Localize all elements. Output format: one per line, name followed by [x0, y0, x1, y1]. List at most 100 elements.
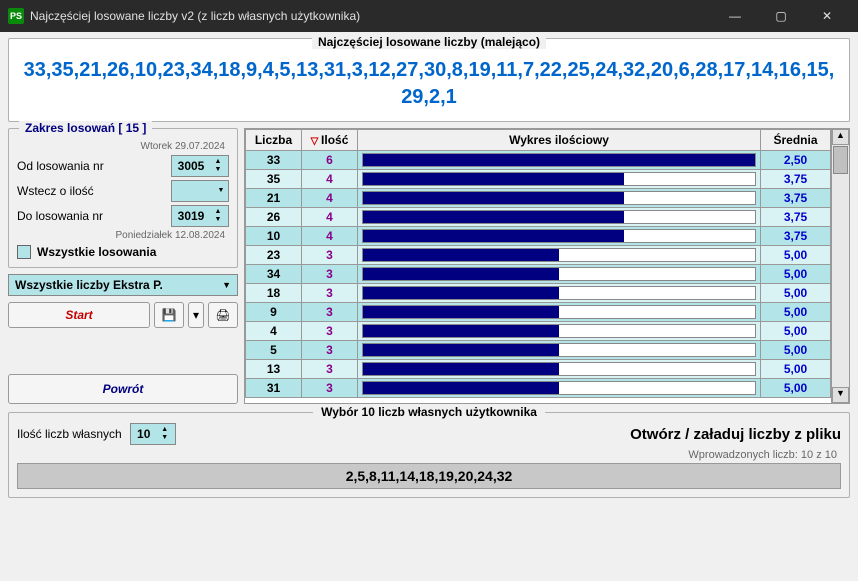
titlebar: PS Najczęściej losowane liczby v2 (z lic…: [0, 0, 858, 32]
cell-num: 5: [246, 341, 302, 360]
to-down-icon[interactable]: ▼: [210, 216, 226, 224]
back-label: Wstecz o ilość: [17, 184, 94, 198]
close-button[interactable]: ✕: [804, 0, 850, 32]
cell-avg: 5,00: [761, 341, 831, 360]
own-numbers-panel: Wybór 10 liczb własnych użytkownika Iloś…: [8, 412, 850, 498]
cell-num: 18: [246, 284, 302, 303]
cell-count: 4: [302, 227, 358, 246]
table-row[interactable]: 935,00: [246, 303, 831, 322]
own-count-label: Ilość liczb własnych: [17, 427, 122, 441]
cell-num: 31: [246, 379, 302, 398]
to-input[interactable]: [172, 209, 210, 223]
save-menu-button[interactable]: ▾: [188, 302, 204, 328]
cell-count: 3: [302, 322, 358, 341]
cell-num: 4: [246, 322, 302, 341]
cell-avg: 5,00: [761, 379, 831, 398]
open-file-link[interactable]: Otwórz / załaduj liczby z pliku: [630, 426, 841, 443]
table-row[interactable]: 313 5,00: [246, 379, 831, 398]
cell-count: 6: [302, 151, 358, 170]
table-row[interactable]: 3543,75: [246, 170, 831, 189]
table-row[interactable]: 233 5,00: [246, 246, 831, 265]
from-up-icon[interactable]: ▲: [210, 158, 226, 166]
cell-bar: [358, 303, 761, 322]
cell-count: 4: [302, 189, 358, 208]
to-spin[interactable]: ▲▼: [171, 205, 229, 227]
cell-avg: 2,50: [761, 151, 831, 170]
own-numbers-list: 2,5,8,11,14,18,19,20,24,32: [17, 463, 841, 489]
back-combo[interactable]: ▼: [171, 180, 229, 202]
table-row[interactable]: 1835,00: [246, 284, 831, 303]
print-button[interactable]: 🖨: [208, 302, 238, 328]
cell-num: 34: [246, 265, 302, 284]
col-ilosc[interactable]: Ilość: [302, 130, 358, 151]
maximize-button[interactable]: ▢: [758, 0, 804, 32]
cell-bar: [358, 227, 761, 246]
cell-bar: [358, 151, 761, 170]
own-down-icon[interactable]: ▼: [157, 434, 173, 442]
own-legend: Wybór 10 liczb własnych użytkownika: [313, 405, 545, 419]
scroll-thumb[interactable]: [833, 146, 848, 174]
scroll-up-icon[interactable]: ▲: [832, 129, 849, 145]
col-liczba[interactable]: Liczba: [246, 130, 302, 151]
all-draws-checkbox[interactable]: [17, 245, 31, 259]
to-up-icon[interactable]: ▲: [210, 208, 226, 216]
own-count-spin[interactable]: ▲▼: [130, 423, 176, 445]
cell-avg: 3,75: [761, 170, 831, 189]
cell-num: 10: [246, 227, 302, 246]
own-count-input[interactable]: [131, 427, 157, 441]
cell-bar: [358, 341, 761, 360]
start-button[interactable]: Start: [8, 302, 150, 328]
cell-bar: [358, 322, 761, 341]
from-spin[interactable]: ▲▼: [171, 155, 229, 177]
cell-num: 33: [246, 151, 302, 170]
mode-combo-value: Wszystkie liczby Ekstra P.: [15, 278, 163, 292]
minimize-button[interactable]: —: [712, 0, 758, 32]
to-label: Do losowania nr: [17, 209, 103, 223]
window-title: Najczęściej losowane liczby v2 (z liczb …: [30, 9, 360, 23]
cell-num: 9: [246, 303, 302, 322]
cell-num: 23: [246, 246, 302, 265]
cell-avg: 3,75: [761, 227, 831, 246]
cell-avg: 3,75: [761, 208, 831, 227]
cell-bar: [358, 189, 761, 208]
own-up-icon[interactable]: ▲: [157, 426, 173, 434]
cell-avg: 5,00: [761, 322, 831, 341]
cell-count: 3: [302, 265, 358, 284]
cell-bar: [358, 360, 761, 379]
cell-num: 21: [246, 189, 302, 208]
app-icon: PS: [8, 8, 24, 24]
table-row[interactable]: 104 3,75: [246, 227, 831, 246]
cell-avg: 5,00: [761, 265, 831, 284]
table-row[interactable]: 336 2,50: [246, 151, 831, 170]
col-wykres[interactable]: Wykres ilościowy: [358, 130, 761, 151]
cell-count: 3: [302, 246, 358, 265]
range-legend: Zakres losowań [ 15 ]: [19, 121, 152, 135]
cell-avg: 5,00: [761, 246, 831, 265]
from-down-icon[interactable]: ▼: [210, 166, 226, 174]
from-label: Od losowania nr: [17, 159, 104, 173]
cell-avg: 5,00: [761, 360, 831, 379]
results-table-wrap: Liczba Ilość Wykres ilościowy Średnia 33…: [244, 128, 850, 404]
table-row[interactable]: 343 5,00: [246, 265, 831, 284]
from-input[interactable]: [172, 159, 210, 173]
cell-count: 3: [302, 360, 358, 379]
mode-combo[interactable]: Wszystkie liczby Ekstra P. ▼: [8, 274, 238, 296]
table-scrollbar[interactable]: ▲ ▼: [831, 129, 849, 403]
date-bottom: Poniedziałek 12.08.2024: [17, 230, 229, 241]
back-caret-icon[interactable]: ▼: [214, 187, 228, 195]
table-row[interactable]: 435,00: [246, 322, 831, 341]
combo-caret-icon: ▼: [222, 280, 231, 290]
cell-bar: [358, 284, 761, 303]
entered-count: Wprowadzonych liczb: 10 z 10: [21, 449, 837, 461]
col-srednia[interactable]: Średnia: [761, 130, 831, 151]
save-button[interactable]: 💾: [154, 302, 184, 328]
cell-count: 3: [302, 379, 358, 398]
table-row[interactable]: 535,00: [246, 341, 831, 360]
return-button[interactable]: Powrót: [8, 374, 238, 404]
table-row[interactable]: 1335,00: [246, 360, 831, 379]
table-row[interactable]: 2143,75: [246, 189, 831, 208]
cell-bar: [358, 208, 761, 227]
top-numbers-label: Najczęściej losowane liczby (malejąco): [312, 35, 546, 49]
table-row[interactable]: 2643,75: [246, 208, 831, 227]
scroll-down-icon[interactable]: ▼: [832, 387, 849, 403]
